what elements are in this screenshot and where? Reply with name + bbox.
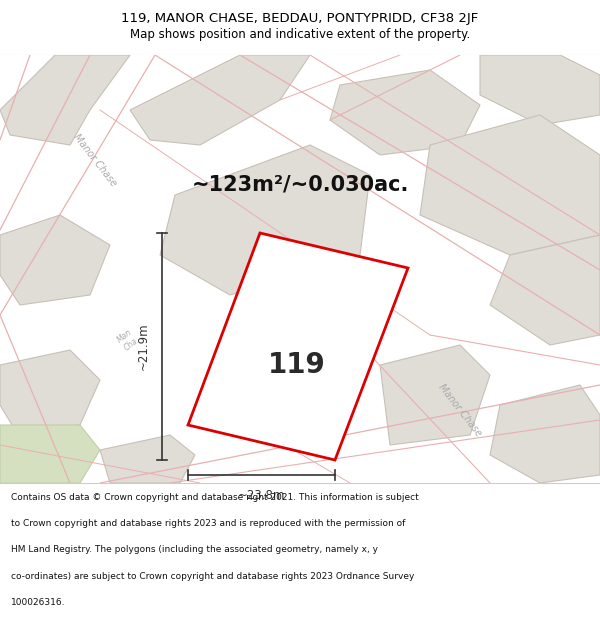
Polygon shape	[330, 70, 480, 155]
Polygon shape	[380, 345, 490, 445]
Text: Map shows position and indicative extent of the property.: Map shows position and indicative extent…	[130, 28, 470, 41]
Text: ~23.8m: ~23.8m	[238, 489, 285, 502]
Text: 100026316.: 100026316.	[11, 598, 65, 607]
Polygon shape	[188, 233, 408, 460]
Polygon shape	[100, 435, 195, 483]
Text: Manor Chase: Manor Chase	[71, 132, 119, 188]
Polygon shape	[420, 115, 600, 255]
Polygon shape	[490, 385, 600, 483]
Polygon shape	[160, 145, 370, 295]
Polygon shape	[200, 325, 370, 435]
Text: HM Land Registry. The polygons (including the associated geometry, namely x, y: HM Land Registry. The polygons (includin…	[11, 546, 378, 554]
Text: 119, MANOR CHASE, BEDDAU, PONTYPRIDD, CF38 2JF: 119, MANOR CHASE, BEDDAU, PONTYPRIDD, CF…	[121, 12, 479, 25]
Text: ~123m²/~0.030ac.: ~123m²/~0.030ac.	[191, 175, 409, 195]
Polygon shape	[130, 55, 310, 145]
Text: Contains OS data © Crown copyright and database right 2021. This information is : Contains OS data © Crown copyright and d…	[11, 493, 419, 502]
Polygon shape	[0, 425, 100, 483]
Text: Man
Cha: Man Cha	[116, 328, 140, 352]
Polygon shape	[480, 55, 600, 125]
Polygon shape	[0, 55, 130, 145]
Text: to Crown copyright and database rights 2023 and is reproduced with the permissio: to Crown copyright and database rights 2…	[11, 519, 405, 528]
Text: 119: 119	[268, 351, 326, 379]
Polygon shape	[0, 215, 110, 305]
Text: Manor Chase: Manor Chase	[436, 382, 484, 438]
Polygon shape	[490, 235, 600, 345]
Text: ~21.9m: ~21.9m	[137, 322, 150, 370]
Polygon shape	[0, 350, 100, 430]
Text: co-ordinates) are subject to Crown copyright and database rights 2023 Ordnance S: co-ordinates) are subject to Crown copyr…	[11, 572, 414, 581]
